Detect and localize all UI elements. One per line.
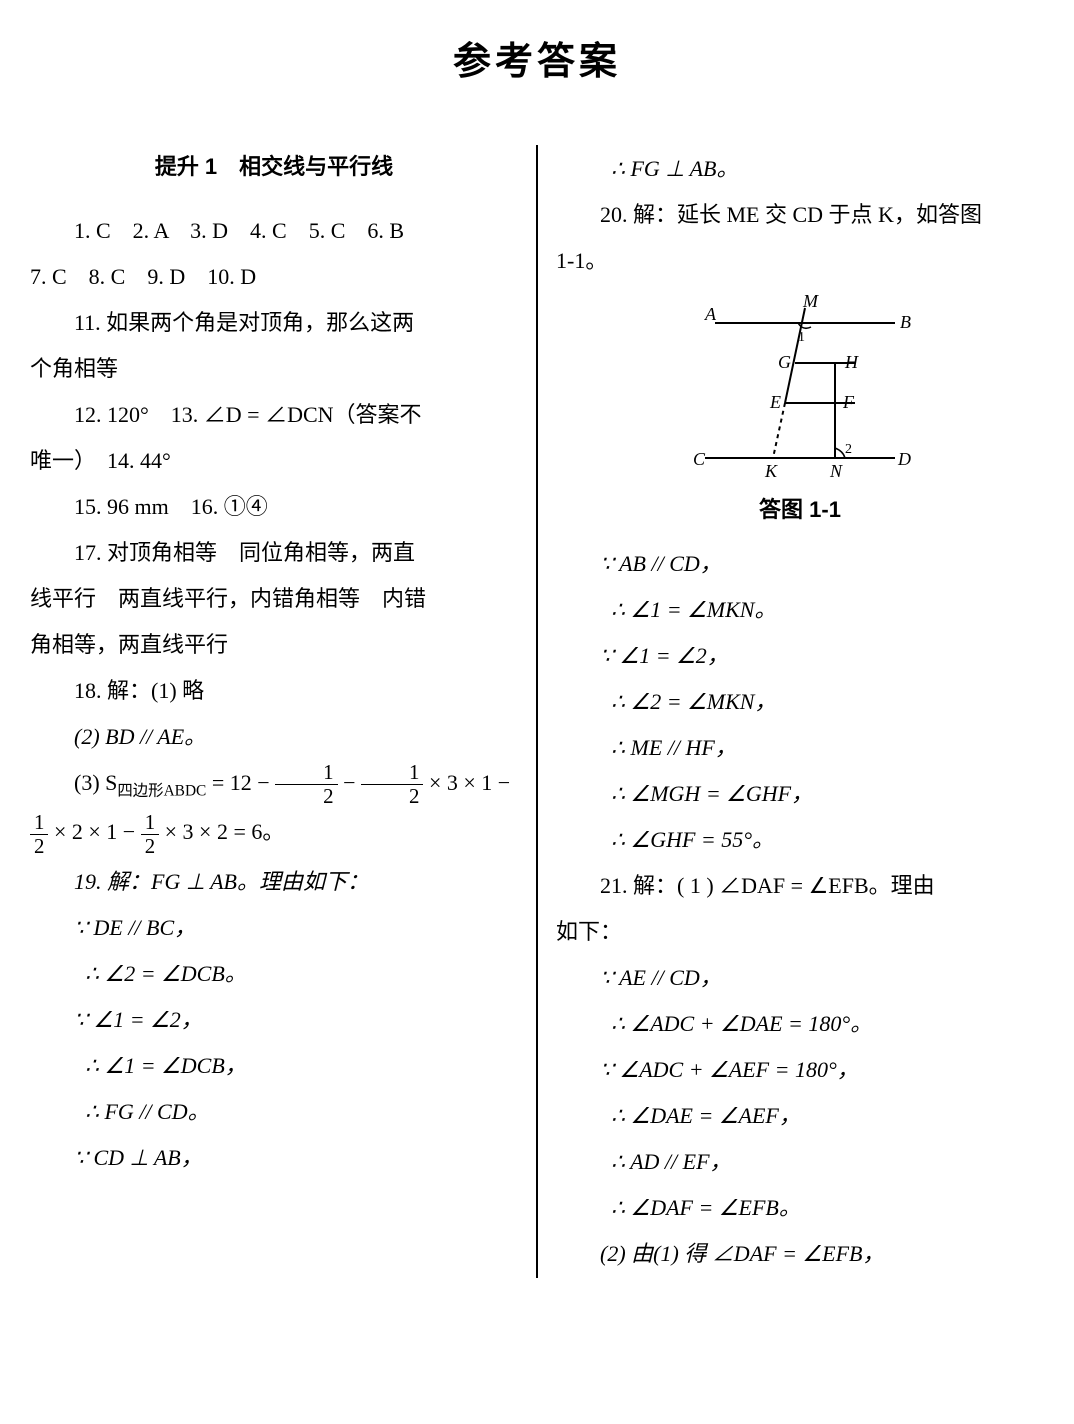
- left-column: 提升 1 相交线与平行线 1. C 2. A 3. D 4. C 5. C 6.…: [20, 145, 528, 1278]
- p3: ∵ ∠1 = ∠2，: [556, 634, 1044, 678]
- q19-5: ∴ FG // CD。: [30, 1090, 518, 1134]
- q19-1: ∵ DE // BC，: [30, 906, 518, 950]
- p4: ∴ ∠2 = ∠MKN，: [556, 680, 1044, 724]
- label-E: E: [769, 392, 781, 412]
- label-angle1: 1: [798, 330, 805, 345]
- label-F: F: [842, 392, 855, 412]
- page-title: 参考答案: [20, 30, 1054, 85]
- fraction-half: 12: [30, 811, 48, 858]
- q12-line1: 12. 120° 13. ∠D = ∠DCN（答案不: [30, 393, 518, 437]
- section-header: 提升 1 相交线与平行线: [30, 145, 518, 189]
- q20-line1: 20. 解：延长 ME 交 CD 于点 K，如答图: [556, 193, 1044, 237]
- q18-1: 18. 解：(1) 略: [30, 669, 518, 713]
- label-angle2: 2: [845, 442, 852, 457]
- r5: ∴ AD // EF，: [556, 1140, 1044, 1184]
- mc-row-2: 7. C 8. C 9. D 10. D: [30, 255, 518, 299]
- r7: (2) 由(1) 得 ∠DAF = ∠EFB，: [556, 1232, 1044, 1276]
- q17-line1: 17. 对顶角相等 同位角相等，两直: [30, 531, 518, 575]
- r1: ∵ AE // CD，: [556, 956, 1044, 1000]
- q18-3-line1: (3) S四边形ABDC = 12 − 12 − 12 × 3 × 1 −: [30, 761, 518, 808]
- fraction-half: 12: [141, 811, 159, 858]
- label-C: C: [693, 449, 706, 469]
- q18-3-line2: 12 × 2 × 1 − 12 × 3 × 2 = 6。: [30, 810, 518, 857]
- p5: ∴ ME // HF，: [556, 726, 1044, 770]
- q19-4: ∴ ∠1 = ∠DCB，: [30, 1044, 518, 1088]
- q18-3-sub: 四边形ABDC: [117, 782, 206, 799]
- q19-6: ∵ CD ⊥ AB，: [30, 1136, 518, 1180]
- q18-2: (2) BD // AE。: [30, 715, 518, 759]
- q17-line2: 线平行 两直线平行，内错角相等 内错: [30, 577, 518, 621]
- q19-2: ∴ ∠2 = ∠DCB。: [30, 952, 518, 996]
- r3: ∵ ∠ADC + ∠AEF = 180°，: [556, 1048, 1044, 1092]
- q18-3-line2-end: × 3 × 2 = 6。: [159, 819, 284, 844]
- q20-line2: 1-1。: [556, 239, 1044, 283]
- label-G: G: [778, 352, 791, 372]
- right-column: ∴ FG ⊥ AB。 20. 解：延长 ME 交 CD 于点 K，如答图 1-1…: [546, 145, 1054, 1278]
- label-H: H: [844, 352, 859, 372]
- label-A: A: [704, 304, 717, 324]
- label-M: M: [802, 293, 819, 311]
- mc-row-1: 1. C 2. A 3. D 4. C 5. C 6. B: [30, 209, 518, 253]
- column-divider: [536, 145, 538, 1278]
- fraction-half: 12: [361, 761, 423, 808]
- label-N: N: [829, 461, 843, 481]
- q12-line2: 唯一） 14. 44°: [30, 439, 518, 483]
- q21-line1: 21. 解：( 1 ) ∠DAF = ∠EFB。理由: [556, 864, 1044, 908]
- q18-3-mid: = 12 −: [206, 770, 275, 795]
- p6: ∴ ∠MGH = ∠GHF，: [556, 772, 1044, 816]
- p2: ∴ ∠1 = ∠MKN。: [556, 588, 1044, 632]
- q21-line2: 如下：: [556, 910, 1044, 954]
- q17-line3: 角相等，两直线平行: [30, 623, 518, 667]
- content-columns: 提升 1 相交线与平行线 1. C 2. A 3. D 4. C 5. C 6.…: [20, 145, 1054, 1278]
- figure-1-1: A B M G H E F C D K N 1 2 答图 1-1: [556, 293, 1044, 532]
- fraction-half: 12: [275, 761, 337, 808]
- figure-caption: 答图 1-1: [556, 488, 1044, 532]
- r4: ∴ ∠DAE = ∠AEF，: [556, 1094, 1044, 1138]
- q19-header: 19. 解：FG ⊥ AB。理由如下：: [30, 860, 518, 904]
- q11-line1: 11. 如果两个角是对顶角，那么这两: [30, 301, 518, 345]
- r2: ∴ ∠ADC + ∠DAE = 180°。: [556, 1002, 1044, 1046]
- q18-3-line2-mid: × 2 × 1 −: [48, 819, 140, 844]
- label-K: K: [764, 461, 778, 481]
- label-D: D: [897, 449, 911, 469]
- p7: ∴ ∠GHF = 55°。: [556, 818, 1044, 862]
- q15-line: 15. 96 mm 16. ①④: [30, 485, 518, 529]
- label-B: B: [900, 312, 911, 332]
- q18-3-pre: (3) S: [74, 770, 117, 795]
- q19-3: ∵ ∠1 = ∠2，: [30, 998, 518, 1042]
- q18-3-tail: × 3 × 1 −: [423, 770, 510, 795]
- r-top1: ∴ FG ⊥ AB。: [556, 147, 1044, 191]
- q11-line2: 个角相等: [30, 347, 518, 391]
- r6: ∴ ∠DAF = ∠EFB。: [556, 1186, 1044, 1230]
- p1: ∵ AB // CD，: [556, 542, 1044, 586]
